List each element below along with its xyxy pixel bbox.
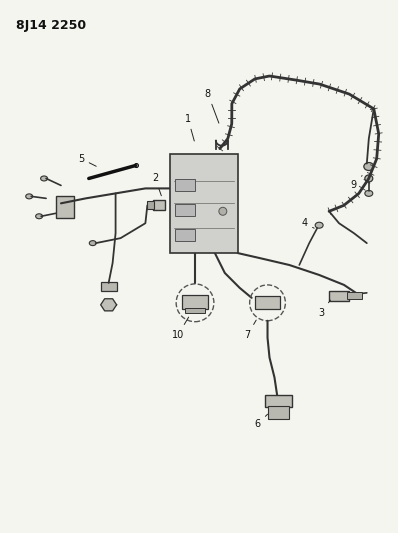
- Ellipse shape: [365, 190, 373, 196]
- Text: 8J14 2250: 8J14 2250: [16, 19, 86, 33]
- Bar: [175, 180, 195, 191]
- Text: 4: 4: [301, 218, 314, 228]
- Bar: [267, 406, 289, 419]
- Bar: [175, 229, 195, 241]
- Ellipse shape: [41, 176, 48, 181]
- Text: 2: 2: [152, 173, 161, 196]
- Polygon shape: [101, 299, 117, 311]
- Ellipse shape: [219, 207, 227, 215]
- Bar: [153, 200, 165, 211]
- Bar: [265, 395, 293, 407]
- Bar: [347, 292, 362, 299]
- Ellipse shape: [365, 175, 373, 182]
- Ellipse shape: [364, 163, 374, 171]
- Bar: [147, 201, 154, 209]
- Text: 1: 1: [185, 114, 194, 141]
- Bar: [185, 308, 205, 313]
- Text: 10: 10: [172, 317, 189, 340]
- Text: 3: 3: [318, 300, 330, 318]
- Text: 5: 5: [78, 154, 96, 166]
- Bar: [329, 291, 349, 301]
- Ellipse shape: [315, 222, 323, 228]
- Ellipse shape: [135, 164, 139, 167]
- Bar: [101, 282, 117, 291]
- Text: 7: 7: [244, 320, 256, 340]
- Bar: [170, 154, 238, 253]
- Ellipse shape: [36, 214, 43, 219]
- Ellipse shape: [89, 240, 96, 246]
- Text: 9: 9: [351, 175, 362, 190]
- Ellipse shape: [26, 194, 33, 199]
- Bar: [182, 295, 208, 309]
- Bar: [175, 204, 195, 216]
- Bar: [255, 296, 281, 309]
- Text: 6: 6: [255, 414, 267, 429]
- Bar: [56, 196, 74, 218]
- Text: 8: 8: [205, 89, 219, 123]
